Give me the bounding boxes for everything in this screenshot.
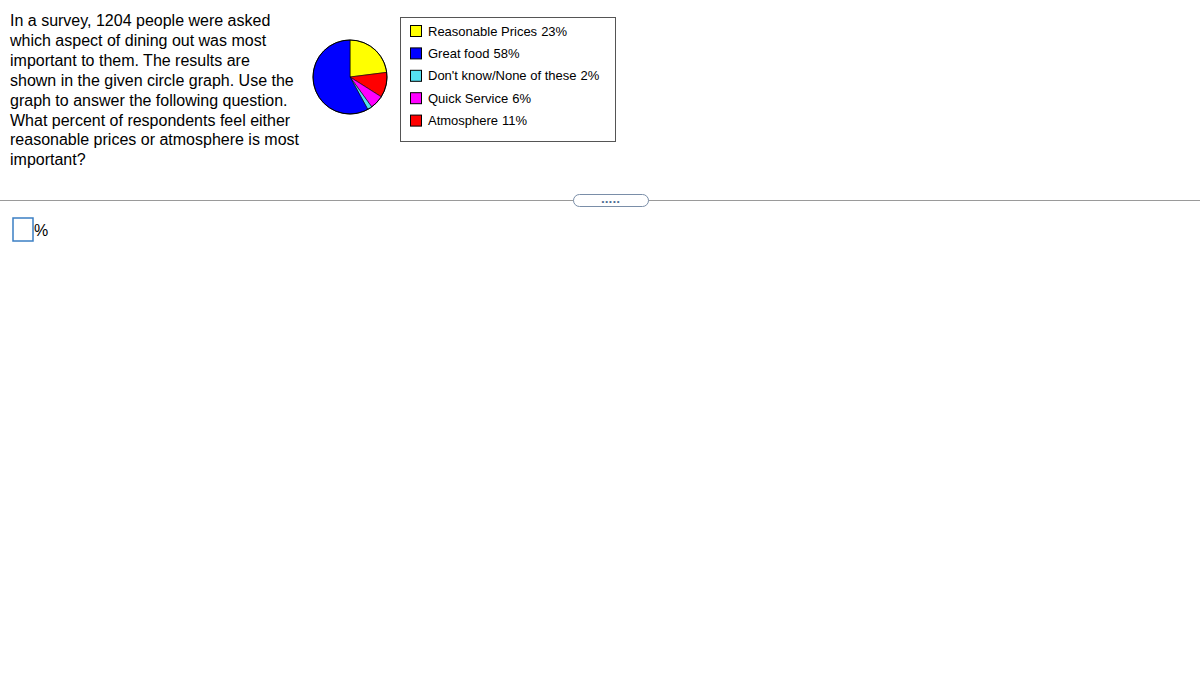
legend-label: Atmosphere 11% [428,113,528,128]
pie-outline [313,40,387,114]
legend-category: Reasonable Prices [428,24,538,39]
legend-label: Great food 58% [428,46,520,61]
legend-value: 23% [541,24,567,39]
legend-category: Don't know/None of these [428,68,576,83]
legend-value: 11% [502,113,527,128]
answer-input[interactable] [13,218,33,241]
question-line: important to them. The results are [10,52,250,69]
legend-category: Quick Service [428,91,508,106]
legend-value: 58% [493,46,519,61]
legend-category: Great food [428,46,489,61]
legend-value: 2% [580,68,599,83]
question-line: reasonable prices or atmosphere is most [10,131,300,148]
question-line: which aspect of dining out was most [9,32,267,49]
legend-label: Quick Service 6% [428,91,531,106]
legend: Reasonable Prices23% Great food 58% Don't k… [401,18,616,142]
legend-value: 6% [512,91,531,106]
legend-swatch [411,93,422,104]
legend-label: Reasonable Prices23% [428,24,568,39]
answer-unit: % [34,222,48,239]
pie-slice [313,40,368,114]
more-button[interactable] [574,195,649,207]
legend-box [401,18,616,142]
question-line: In a survey, 1204 people were asked [10,12,270,29]
legend-swatch [411,115,422,126]
legend-swatch [411,26,422,37]
question-line: shown in the given circle graph. Use the [10,72,294,89]
page: In a survey, 1204 people were asked which… [0,0,1200,688]
pie [313,40,387,114]
legend-label: Don't know/None of these 2% [428,68,600,83]
question-line: important? [10,151,86,168]
question-line: graph to answer the following question. [10,92,288,109]
legend-swatch [411,48,422,59]
legend-swatch [411,70,422,81]
legend-category: Atmosphere [428,113,498,128]
more-button-text[interactable]: ••••• [601,197,620,206]
pie-slice [350,40,387,77]
question-line: What percent of respondents feel either [10,112,291,129]
